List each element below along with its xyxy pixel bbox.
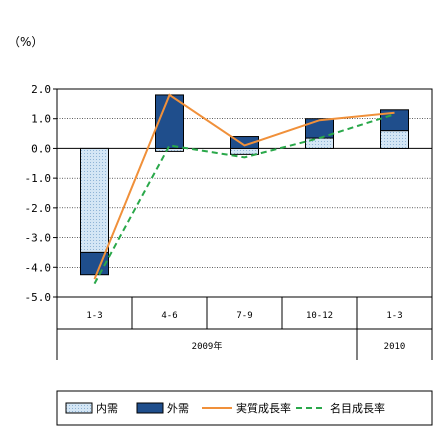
bar-external [80, 251, 109, 276]
bar-external [380, 109, 409, 132]
x-tick-label: 1-3 [386, 311, 402, 321]
year-label: 2009年 [192, 340, 223, 352]
y-tick-label: 0.0 [31, 142, 51, 155]
x-tick-label: 4-6 [161, 311, 177, 321]
bar-domestic [230, 147, 259, 155]
y-tick-label: -2.0 [25, 202, 52, 215]
legend-label: 実質成長率 [236, 401, 291, 415]
legend-label: 外需 [167, 402, 189, 415]
unit-label: （%） [8, 35, 43, 49]
y-tick-label: -1.0 [25, 172, 52, 185]
x-tick-label: 1-3 [86, 311, 102, 321]
legend-swatch [136, 402, 164, 414]
bar-domestic [380, 130, 409, 149]
y-tick-label: -3.0 [25, 232, 52, 245]
nominal-growth-line [93, 113, 395, 285]
legend-label: 内需 [96, 401, 118, 415]
legend-box [56, 390, 433, 426]
legend-swatch [65, 402, 93, 414]
year-label: 2010 [384, 342, 406, 352]
y-tick-label: -4.0 [25, 261, 52, 274]
y-tick-label: -5.0 [25, 291, 52, 304]
real-growth-line [93, 93, 395, 280]
plot-area [56, 88, 433, 298]
y-tick-label: 2.0 [31, 83, 51, 96]
x-tick-label: 7-9 [236, 311, 252, 321]
x-tick-label: 10-12 [306, 311, 333, 321]
bar-external [155, 94, 184, 149]
y-tick-label: 1.0 [31, 113, 51, 126]
legend-label: 名目成長率 [330, 401, 385, 415]
bar-domestic [80, 147, 109, 253]
bar-external [230, 136, 259, 149]
